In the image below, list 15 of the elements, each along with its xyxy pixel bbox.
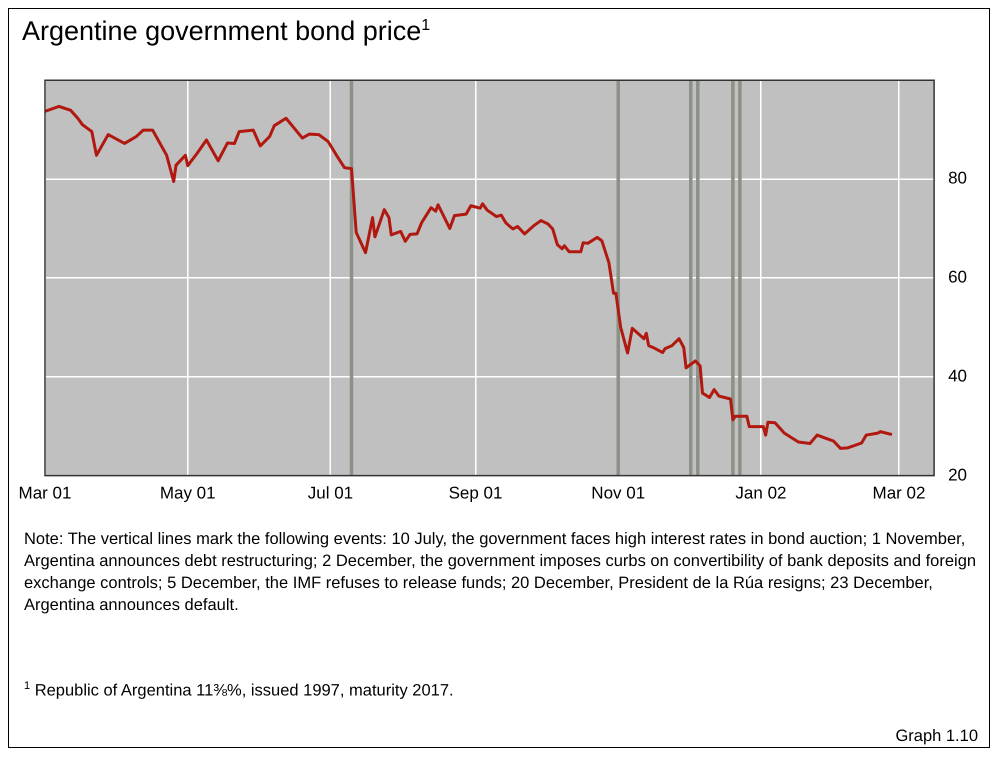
x-tick-label: May 01 (160, 483, 216, 502)
x-tick-label: Jan 02 (735, 483, 786, 502)
y-tick-label: 40 (948, 366, 968, 386)
x-tick-label: Mar 02 (872, 483, 926, 502)
x-tick-label: Mar 01 (18, 483, 72, 502)
text: $^{1}$ Republic of Argentina 11⅜%, issued 1997, maturity 2017. (24, 680, 454, 700)
chart-title: Argentine government bond price$^{1}$ (22, 16, 430, 47)
y-tick-label: 60 (948, 268, 968, 287)
x-tick-label: Jul 01 (308, 483, 354, 502)
y-tick-label: 20 (948, 465, 968, 484)
caption: Graph 1.10 (895, 727, 978, 746)
y-tick-label: 80 (948, 168, 968, 188)
x-tick-label: Sep 01 (448, 483, 502, 502)
text: Note: The vertical lines mark the following events: 10 July, the government faces high interest rates in bond auction; 1 November, Argentina announces debt restructuring; 2 December, the government imposes curbs on convertibility of bank deposits and foreign exchange controls; 5 December, the IMF refuses to release funds; 20 December, President de la Rúa resigns; 23 December, Argentina announces default. (24, 529, 978, 616)
x-tick-label: Nov 01 (591, 483, 646, 502)
